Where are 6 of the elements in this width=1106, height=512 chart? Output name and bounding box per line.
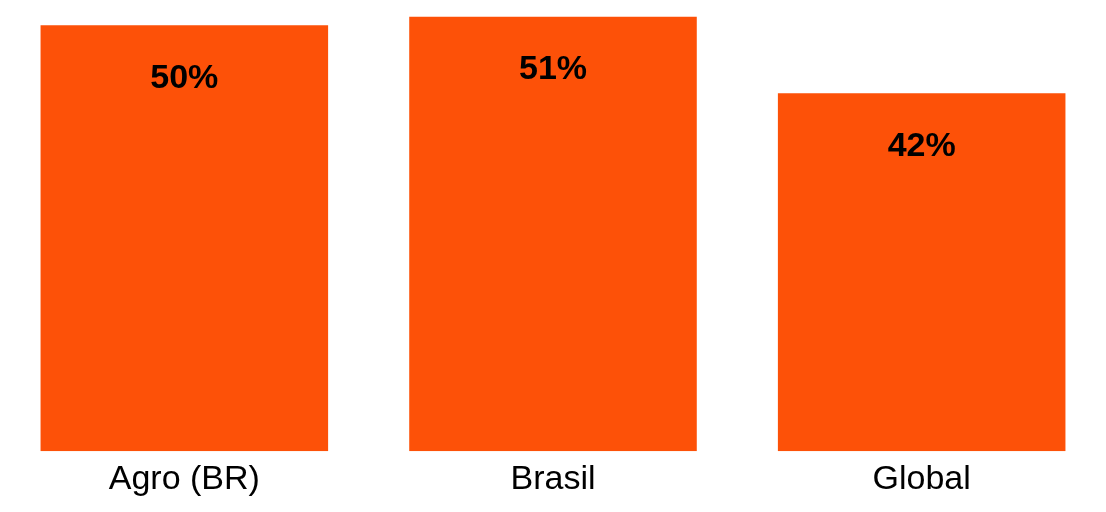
x-tick-label: Brasil — [510, 457, 596, 496]
data-label: 42% — [887, 124, 956, 163]
x-tick-label: Agro (BR) — [108, 457, 260, 496]
data-label: 51% — [518, 48, 588, 87]
x-tick-label: Global — [872, 457, 971, 496]
data-label: 50% — [150, 56, 219, 95]
